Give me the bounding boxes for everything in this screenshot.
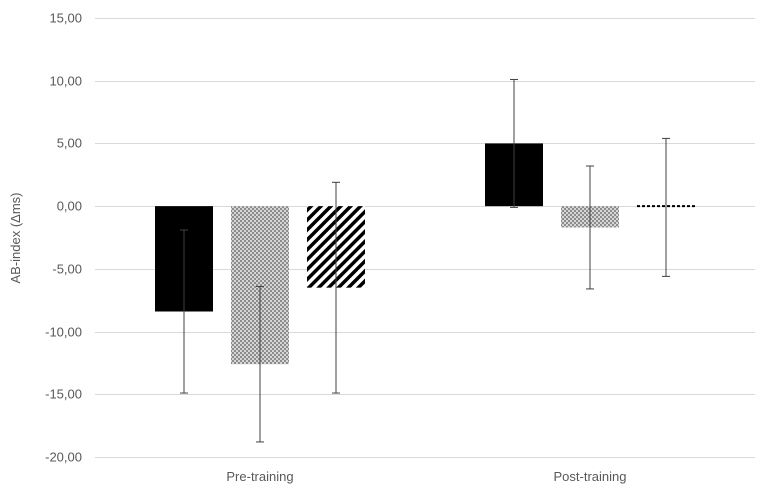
bars — [155, 143, 695, 365]
y-tick-label: -15,00 — [45, 387, 82, 402]
y-tick-label: 15,00 — [49, 11, 82, 26]
y-tick-label: -5,00 — [52, 262, 82, 277]
y-axis-title: AB-index (Δms) — [8, 192, 23, 283]
y-tick-label: -20,00 — [45, 450, 82, 465]
error-bars — [180, 78, 670, 443]
y-tick-label: 10,00 — [49, 74, 82, 89]
y-tick-label: 5,00 — [57, 136, 82, 151]
x-category-label: Post-training — [554, 469, 627, 484]
x-category-label: Pre-training — [226, 469, 293, 484]
y-axis-ticks: -20,00 -15,00 -10,00 -5,00 0,00 5,00 10,00 15,0… — [45, 11, 82, 465]
y-tick-label: 0,00 — [57, 199, 82, 214]
y-tick-label: -10,00 — [45, 325, 82, 340]
x-axis-categories: Pre-training Post-training — [226, 469, 626, 484]
